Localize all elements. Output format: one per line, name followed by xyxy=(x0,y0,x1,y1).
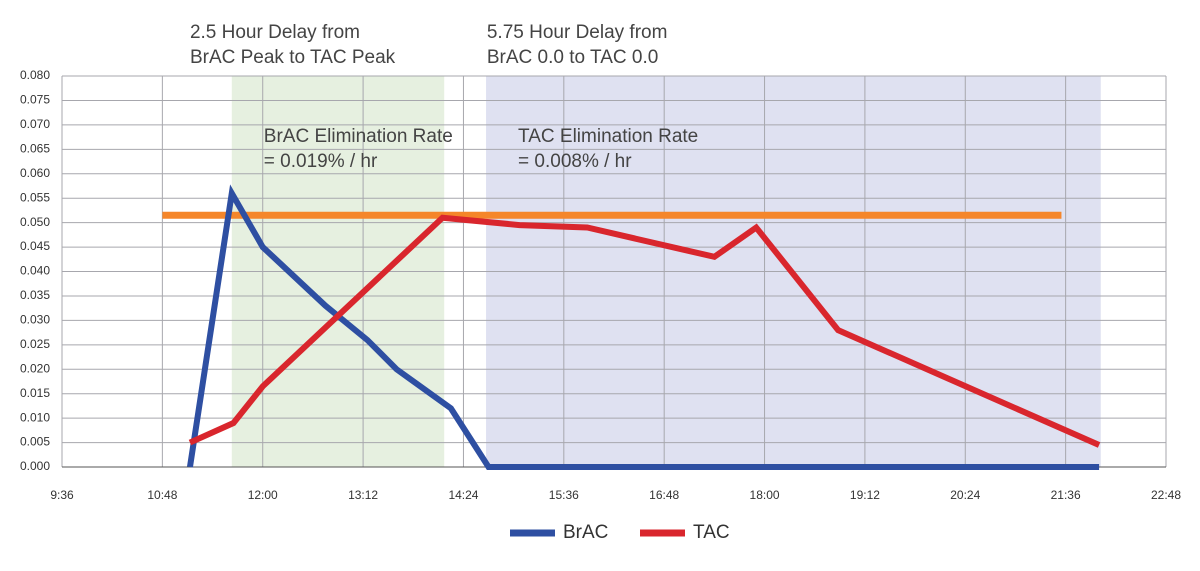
y-tick-label: 0.030 xyxy=(20,313,50,327)
x-tick-label: 15:36 xyxy=(549,488,579,502)
annotation: 5.75 Hour Delay from xyxy=(487,22,668,43)
y-tick-label: 0.055 xyxy=(20,190,50,204)
annotation: BrAC 0.0 to TAC 0.0 xyxy=(487,47,658,68)
y-tick-label: 0.025 xyxy=(20,337,50,351)
x-tick-label: 14:24 xyxy=(448,488,478,502)
x-tick-label: 21:36 xyxy=(1051,488,1081,502)
y-tick-label: 0.010 xyxy=(20,410,50,424)
y-tick-label: 0.075 xyxy=(20,93,50,107)
y-tick-label: 0.045 xyxy=(20,239,50,253)
x-tick-label: 16:48 xyxy=(649,488,679,502)
y-tick-label: 0.015 xyxy=(20,386,50,400)
y-tick-label: 0.035 xyxy=(20,288,50,302)
band-label: = 0.008% / hr xyxy=(518,151,632,172)
series-line xyxy=(188,214,1101,448)
legend-label: TAC xyxy=(693,522,730,543)
band-label: = 0.019% / hr xyxy=(264,151,378,172)
y-tick-label: 0.020 xyxy=(20,361,50,375)
annotation: BrAC Peak to TAC Peak xyxy=(190,47,396,68)
x-tick-label: 13:12 xyxy=(348,488,378,502)
band-label: TAC Elimination Rate xyxy=(518,126,698,147)
band-label: BrAC Elimination Rate xyxy=(264,126,453,147)
y-tick-label: 0.000 xyxy=(20,459,50,473)
y-tick-label: 0.005 xyxy=(20,435,50,449)
y-tick-label: 0.040 xyxy=(20,264,50,278)
annotation: 2.5 Hour Delay from xyxy=(190,22,360,43)
y-tick-label: 0.080 xyxy=(20,68,50,82)
x-tick-label: 12:00 xyxy=(248,488,278,502)
x-tick-label: 22:48 xyxy=(1151,488,1181,502)
y-tick-label: 0.070 xyxy=(20,117,50,131)
x-tick-label: 10:48 xyxy=(147,488,177,502)
y-tick-label: 0.065 xyxy=(20,141,50,155)
x-tick-label: 9:36 xyxy=(50,488,74,502)
legend-label: BrAC xyxy=(563,522,608,543)
series-line xyxy=(186,184,1100,470)
x-tick-label: 18:00 xyxy=(750,488,780,502)
x-tick-label: 19:12 xyxy=(850,488,880,502)
y-tick-label: 0.050 xyxy=(20,215,50,229)
x-tick-label: 20:24 xyxy=(950,488,980,502)
y-tick-label: 0.060 xyxy=(20,166,50,180)
